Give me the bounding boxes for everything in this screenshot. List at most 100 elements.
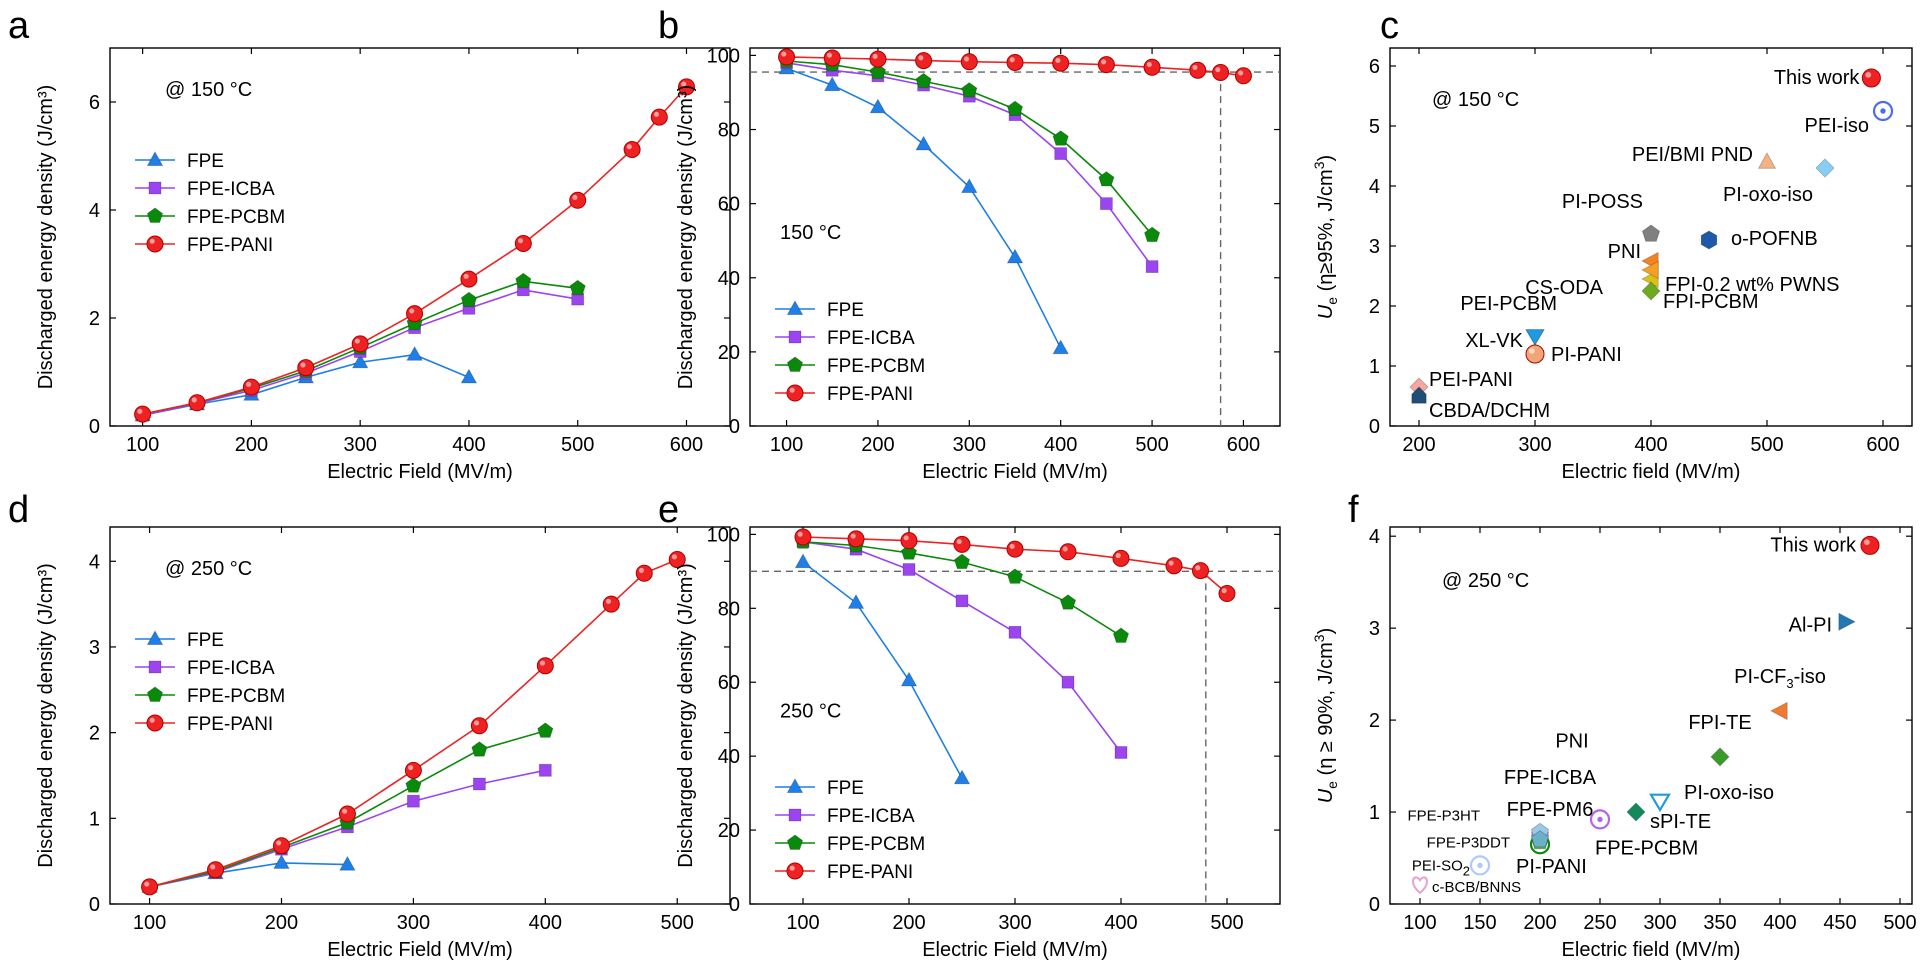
x-tick-label: 200 [892,912,925,934]
x-tick-label: 100 [126,434,159,456]
panel-letter-d: d [8,489,29,531]
panel-b: b 100 200 300 400 500 600 0 20 40 60 80 100 Electric … [658,5,1281,483]
data-point [1641,260,1659,280]
legend-marker [148,181,162,195]
data-point-fpe-pani [953,535,971,553]
x-tick-label: 350 [1703,912,1736,934]
data-point-fpe [273,854,290,869]
data-point-fpe-pcbm [1098,171,1115,187]
y-tick-label: 6 [1369,56,1380,78]
point-label: PI-CF3-iso [1734,666,1826,691]
y-tick-label: 3 [1369,618,1380,640]
data-point-fpe-pcbm [869,63,886,79]
data-point-fpe-pani [668,551,686,569]
x-tick-label: 500 [1210,912,1243,934]
data-point-fpe-pani [1234,67,1252,85]
data-point [1860,535,1880,555]
point-label: PI-PANI [1551,344,1622,366]
data-point-fpe-icba [1114,746,1128,759]
y-tick-label: 3 [89,637,100,659]
y-tick-label: 4 [89,551,100,573]
legend-label-fpe-pani: FPE-PANI [827,384,913,405]
data-point [1861,68,1881,88]
panel-letter-a: a [8,5,30,47]
x-tick-label: 200 [861,434,894,456]
data-point-fpe-pani [1212,63,1230,81]
y-tick-label: 0 [1369,416,1380,438]
legend-marker [146,235,164,253]
x-tick-label: 500 [661,912,694,934]
x-tick-label: 100 [133,912,166,934]
point-label: FPE-PM6 [1507,799,1594,821]
plot-frame [109,47,731,427]
data-point-fpe-pani [272,837,290,855]
data-point-fpe-pcbm [953,553,971,569]
data-point-fpe-pani [635,564,653,582]
data-point-fpe-pani [1165,557,1183,575]
x-tick-label: 300 [1643,912,1676,934]
data-point [1872,100,1894,122]
data-point [1641,281,1661,301]
data-point-fpe-pani [1097,56,1115,74]
data-point-fpe-pani [1192,562,1209,580]
x-axis-label: Electric Field (MV/m) [922,461,1108,483]
data-point-fpe-pcbm [1059,594,1077,610]
legend-marker [786,300,804,316]
y-tick-label: 4 [89,200,100,222]
data-point-fpe-pani [677,78,695,96]
point-label: This work [1770,534,1857,556]
y-tick-label: 80 [718,120,740,142]
legend-marker [788,330,802,344]
y-tick-label: 2 [1369,296,1380,318]
data-point-fpe-pani [338,805,356,823]
panel-d: d 100 200 300 400 500 0 1 2 3 4 Electric Field (MV/… [8,489,731,961]
y-tick-label: 100 [707,524,740,546]
data-point-fpe-pani [536,657,554,675]
data-point-fpe-pcbm [900,544,918,560]
data-point-fpe-pani [915,52,933,70]
data-point-fpe-icba [1100,197,1113,211]
point-label: PNI [1608,241,1641,263]
x-tick-label: 600 [1227,434,1260,456]
x-tick-label: 300 [1518,434,1551,456]
data-point-fpe-pani [188,394,206,412]
legend-marker [786,384,804,402]
data-point-fpe-pani [514,234,532,252]
y-tick-label: 0 [89,894,100,916]
data-point-fpe [961,178,978,194]
data-point-fpe [953,769,971,785]
legend-marker [146,686,164,702]
legend-label-fpe-pani: FPE-PANI [187,714,273,735]
data-point-fpe-pani [847,530,865,548]
data-point [1757,152,1777,169]
y-tick-label: 1 [1369,356,1380,378]
legend-marker [148,660,162,674]
data-point-fpe-pani [650,108,668,126]
data-point-fpe-pcbm [515,272,532,289]
legend-marker [146,207,164,223]
data-point [1815,158,1835,178]
data-point-fpe-pani [778,48,796,66]
y-tick-label: 1 [1369,802,1380,824]
data-point-fpe-pani [869,50,887,68]
legend-marker [146,714,164,732]
panel-letter-e: e [658,489,679,531]
x-tick-label: 300 [953,434,986,456]
y-tick-label: 100 [707,45,740,67]
panel-a: a 100 200 300 400 500 600 0 2 4 6 Electric Field (M… [8,5,731,483]
x-tick-label: 200 [1523,912,1556,934]
data-point-fpe-pani [406,305,424,323]
data-point-fpe-pani [569,191,587,209]
data-point-fpe-icba [1145,260,1159,274]
data-point-fpe [1052,339,1069,355]
y-tick-label: 20 [718,342,740,364]
y-axis-label: Discharged energy density (J/cm³) [35,563,57,868]
x-tick-label: 100 [1403,912,1436,934]
series-line-fpe-pani [149,558,678,888]
x-tick-label: 500 [561,434,594,456]
data-point [1626,802,1646,822]
x-tick-label: 450 [1823,912,1856,934]
data-point-fpe-pcbm [537,722,554,738]
data-point [1469,855,1491,876]
